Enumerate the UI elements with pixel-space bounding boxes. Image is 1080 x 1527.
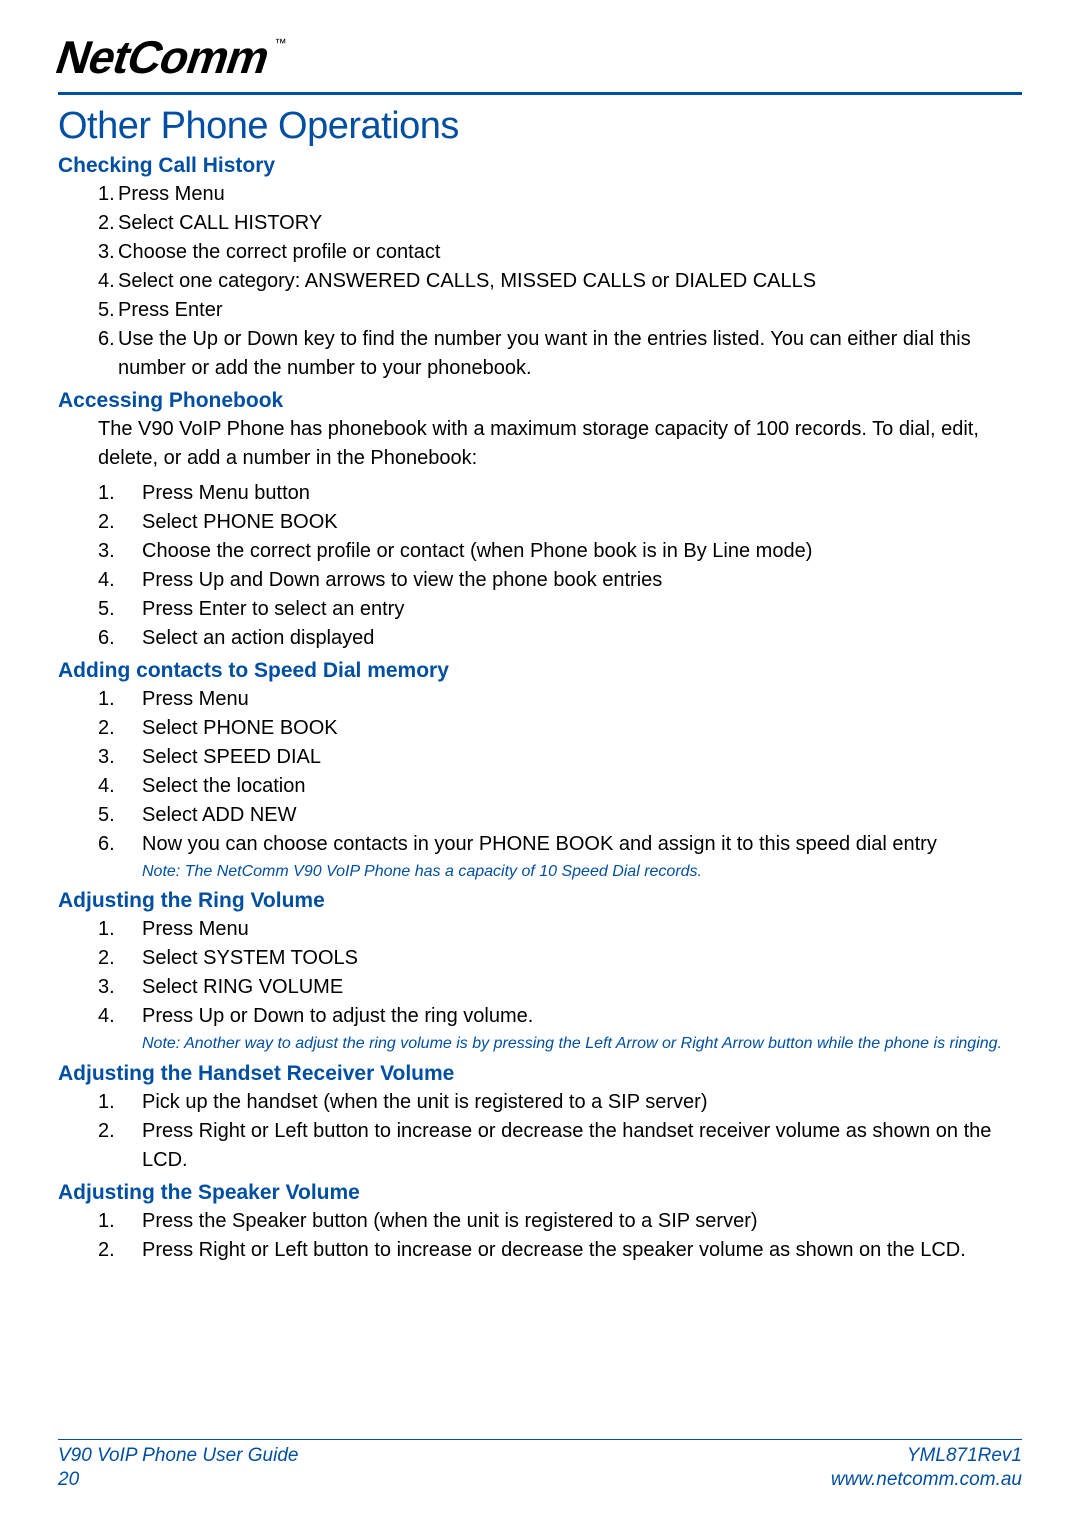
- steps-list: Press MenuSelect CALL HISTORYChoose the …: [58, 180, 1022, 383]
- step-item: Select SYSTEM TOOLS: [98, 944, 1022, 973]
- footer-url: www.netcomm.com.au: [831, 1468, 1022, 1493]
- step-item: Press Up and Down arrows to view the pho…: [98, 566, 1022, 595]
- step-item: Choose the correct profile or contact: [98, 238, 1022, 267]
- brand-name: NetComm: [50, 31, 277, 83]
- brand-tm: ™: [275, 36, 286, 50]
- footer-doc-rev: YML871Rev1: [831, 1444, 1022, 1469]
- section-heading: Adjusting the Handset Receiver Volume: [58, 1062, 1022, 1086]
- step-item: Press Right or Left button to increase o…: [98, 1236, 1022, 1265]
- footer-right: YML871Rev1 www.netcomm.com.au: [831, 1444, 1022, 1493]
- step-item: Press the Speaker button (when the unit …: [98, 1207, 1022, 1236]
- step-item: Use the Up or Down key to find the numbe…: [98, 325, 1022, 383]
- sections-container: Checking Call HistoryPress MenuSelect CA…: [58, 154, 1022, 1265]
- steps-list: Press MenuSelect SYSTEM TOOLSSelect RING…: [58, 915, 1022, 1031]
- brand-logo: NetComm™: [49, 30, 288, 84]
- step-item: Press Right or Left button to increase o…: [98, 1117, 1022, 1175]
- footer-page-number: 20: [58, 1468, 298, 1493]
- step-item: Select RING VOLUME: [98, 973, 1022, 1002]
- steps-list: Press MenuSelect PHONE BOOKSelect SPEED …: [58, 685, 1022, 859]
- step-item: Press Menu: [98, 685, 1022, 714]
- header-logo-row: NetComm™: [58, 30, 1022, 95]
- step-item: Press Enter: [98, 296, 1022, 325]
- step-item: Choose the correct profile or contact (w…: [98, 537, 1022, 566]
- section-heading: Adjusting the Speaker Volume: [58, 1181, 1022, 1205]
- step-item: Press Menu: [98, 180, 1022, 209]
- section-note: Note: The NetComm V90 VoIP Phone has a c…: [58, 861, 1022, 883]
- steps-list: Pick up the handset (when the unit is re…: [58, 1088, 1022, 1175]
- step-item: Now you can choose contacts in your PHON…: [98, 830, 1022, 859]
- step-item: Select PHONE BOOK: [98, 714, 1022, 743]
- step-item: Select CALL HISTORY: [98, 209, 1022, 238]
- step-item: Press Menu button: [98, 479, 1022, 508]
- section-note: Note: Another way to adjust the ring vol…: [58, 1033, 1022, 1055]
- step-item: Select the location: [98, 772, 1022, 801]
- footer-guide-title: V90 VoIP Phone User Guide: [58, 1444, 298, 1469]
- section-heading: Checking Call History: [58, 154, 1022, 178]
- section-heading: Adjusting the Ring Volume: [58, 889, 1022, 913]
- step-item: Select PHONE BOOK: [98, 508, 1022, 537]
- step-item: Select ADD NEW: [98, 801, 1022, 830]
- step-item: Press Menu: [98, 915, 1022, 944]
- step-item: Press Up or Down to adjust the ring volu…: [98, 1002, 1022, 1031]
- section-intro: The V90 VoIP Phone has phonebook with a …: [58, 415, 1022, 473]
- page-footer: V90 VoIP Phone User Guide 20 YML871Rev1 …: [58, 1439, 1022, 1493]
- step-item: Select an action displayed: [98, 624, 1022, 653]
- footer-left: V90 VoIP Phone User Guide 20: [58, 1444, 298, 1493]
- step-item: Press Enter to select an entry: [98, 595, 1022, 624]
- section-heading: Accessing Phonebook: [58, 389, 1022, 413]
- step-item: Select SPEED DIAL: [98, 743, 1022, 772]
- step-item: Pick up the handset (when the unit is re…: [98, 1088, 1022, 1117]
- page-title: Other Phone Operations: [58, 105, 1022, 148]
- step-item: Select one category: ANSWERED CALLS, MIS…: [98, 267, 1022, 296]
- section-heading: Adding contacts to Speed Dial memory: [58, 659, 1022, 683]
- steps-list: Press Menu buttonSelect PHONE BOOKChoose…: [58, 479, 1022, 653]
- steps-list: Press the Speaker button (when the unit …: [58, 1207, 1022, 1265]
